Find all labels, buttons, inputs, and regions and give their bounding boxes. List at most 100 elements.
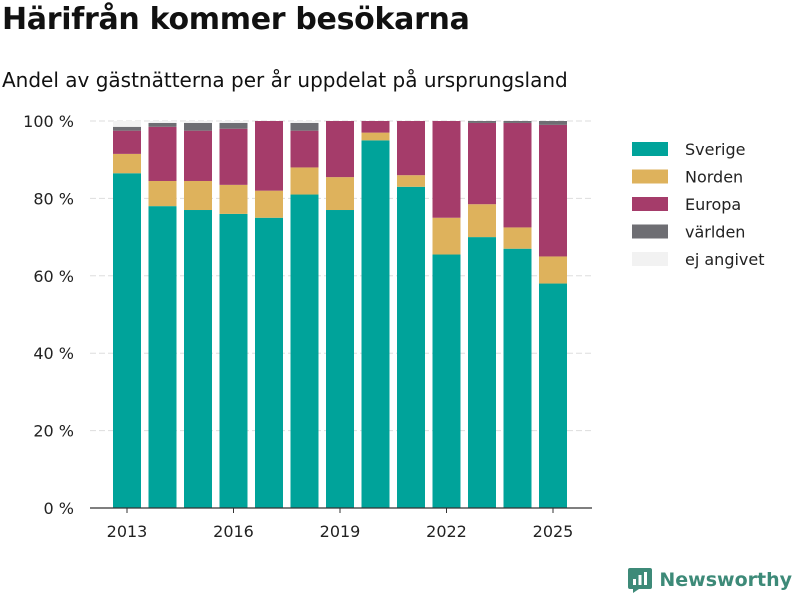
brand-name: Newsworthy <box>659 569 792 591</box>
legend-item: Norden <box>632 168 743 187</box>
legend-swatch <box>632 197 668 211</box>
bar-segment <box>184 180 212 211</box>
legend-swatch <box>632 252 668 266</box>
bar-segment <box>539 256 567 284</box>
bar-segment <box>503 227 532 249</box>
bar-segment <box>290 194 319 508</box>
chart-title: Härifrån kommer besökarna <box>2 2 470 37</box>
bar-segment <box>113 126 141 131</box>
bar-segment <box>468 237 496 508</box>
bar-stack <box>290 121 319 508</box>
bar-segment <box>219 122 248 129</box>
bar-segment <box>148 180 177 207</box>
bar-segment <box>397 186 425 509</box>
x-tick-label: 2013 <box>107 522 148 541</box>
bar-segment <box>113 173 141 508</box>
y-tick-label: 40 % <box>33 344 74 363</box>
bar-segment <box>113 121 141 127</box>
bar-stack <box>503 121 532 508</box>
bar-segment <box>503 121 532 123</box>
legend-item: världen <box>632 223 745 242</box>
bar-stack <box>468 121 496 508</box>
legend-label: världen <box>685 223 745 242</box>
bar-segment <box>184 130 212 181</box>
bar-segment <box>219 121 248 123</box>
bar-stack <box>184 121 212 508</box>
legend-swatch <box>632 224 668 239</box>
bar-stack <box>113 121 141 508</box>
bar-stack <box>361 121 390 508</box>
bar-segment <box>326 177 354 211</box>
bar-stack <box>255 121 283 508</box>
bar-stacks <box>113 121 567 509</box>
legend-swatch <box>632 142 668 156</box>
bar-segment <box>255 121 283 191</box>
y-tick-label: 60 % <box>33 267 74 286</box>
legend-item: Sverige <box>632 140 746 159</box>
bar-segment <box>326 121 354 178</box>
y-tick-label: 100 % <box>23 112 74 131</box>
y-tick-label: 80 % <box>33 189 74 208</box>
bar-segment <box>361 140 390 508</box>
bar-segment <box>219 184 248 214</box>
bar-segment <box>148 121 177 123</box>
bar-segment <box>255 190 283 218</box>
bar-segment <box>503 248 532 508</box>
x-tick-label: 2019 <box>320 522 361 541</box>
bar-segment <box>539 124 567 257</box>
legend: Sverige Norden Europa världen ej angivet <box>632 140 765 269</box>
bar-segment <box>219 128 248 185</box>
legend-label: Norden <box>685 168 743 187</box>
legend-swatch <box>632 169 668 184</box>
bar-segment <box>539 283 567 508</box>
bar-segment <box>539 121 567 125</box>
bar-segment <box>290 121 319 123</box>
bar-segment <box>468 122 496 205</box>
bar-segment <box>290 122 319 131</box>
bar-stack <box>326 121 354 508</box>
bar-segment <box>184 121 212 123</box>
bar-stack <box>148 121 177 508</box>
x-tick-label: 2025 <box>533 522 574 541</box>
bar-stack <box>539 121 567 508</box>
legend-label: ej angivet <box>685 250 765 269</box>
bar-segment <box>148 126 177 181</box>
bar-segment <box>397 121 425 176</box>
chart-subtitle: Andel av gästnätterna per år uppdelat på… <box>2 68 568 92</box>
x-tick-label: 2022 <box>426 522 467 541</box>
y-tick-label: 20 % <box>33 422 74 441</box>
bar-stack <box>397 121 425 509</box>
legend-item: Europa <box>632 195 741 214</box>
bar-segment <box>148 206 177 508</box>
bar-segment <box>432 254 461 508</box>
legend-label: Sverige <box>685 140 746 159</box>
bar-segment <box>290 130 319 168</box>
bar-segment <box>361 132 390 141</box>
axes: 0 % 20 % 40 % 60 % 80 % 100 % 2013 2016 2019 2022… <box>23 112 592 541</box>
bar-segment <box>255 217 283 508</box>
bar-segment <box>219 213 248 508</box>
bar-segment <box>432 217 461 255</box>
bar-segment <box>432 121 461 218</box>
bar-segment <box>326 210 354 508</box>
x-tick-label: 2016 <box>213 522 254 541</box>
bar-segment <box>503 122 532 228</box>
bar-segment <box>468 204 496 238</box>
bar-segment <box>113 130 141 154</box>
bar-segment <box>184 210 212 508</box>
bar-segment <box>113 153 141 174</box>
bar-segment <box>290 167 319 195</box>
bar-segment <box>361 121 390 133</box>
y-tick-label: 0 % <box>44 499 74 518</box>
bar-segment <box>184 122 212 131</box>
bar-segment <box>148 122 177 127</box>
brand: Newsworthy <box>627 566 792 594</box>
bar-segment <box>468 121 496 123</box>
newsworthy-logo-icon <box>628 568 653 593</box>
bar-segment <box>397 175 425 187</box>
bar-stack <box>432 121 461 508</box>
legend-label: Europa <box>685 195 741 214</box>
bar-stack <box>219 121 248 508</box>
legend-item: ej angivet <box>632 250 765 269</box>
